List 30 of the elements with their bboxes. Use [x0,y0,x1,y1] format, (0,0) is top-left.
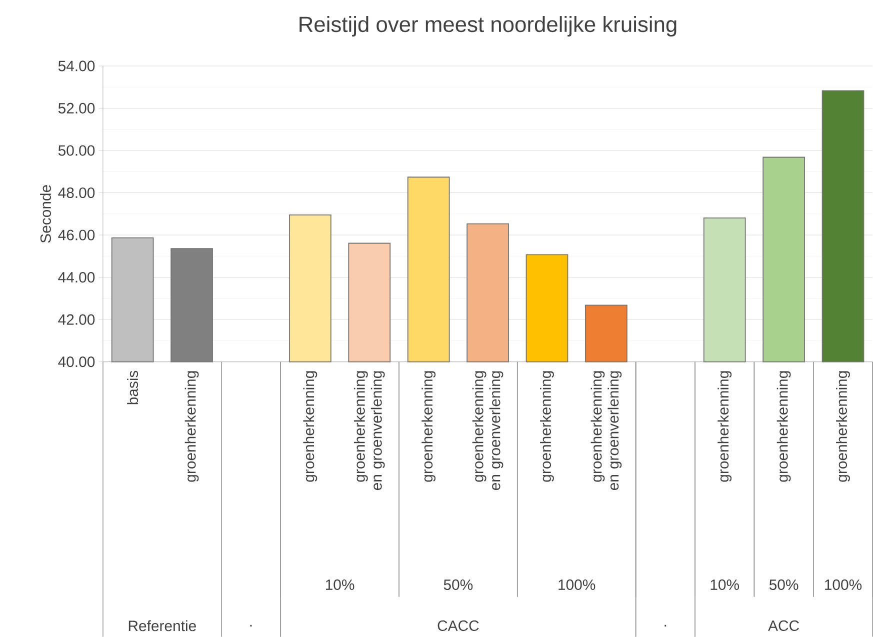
text: . [250,624,252,626]
text: 100% [825,579,862,590]
y-tick-label: 54.00 [58,60,95,72]
y-tick-label: 48.00 [58,187,95,198]
x-tick-label: groenherkenning [540,371,554,482]
y-tick-label: 44.00 [58,272,95,283]
y-tick-label: 52.00 [58,102,95,114]
chart-title: Reistijd over meest noordelijke kruising [300,16,676,36]
x-tick-label: groenherkenning [184,371,199,482]
x-tick-label: groenherkenning [776,371,791,482]
text: ACC [768,620,799,631]
text: 50% [444,579,473,590]
text: Referentie [128,620,196,632]
x-tick-label: basis [127,370,138,404]
x-tick-label: groenherkenning [422,371,436,482]
text: . [664,624,666,626]
text: CACC [438,620,479,631]
x-tick-label: groenherkenning en groenverlening [354,371,385,490]
y-tick-label: 40.00 [58,356,95,368]
text: 10% [326,579,354,590]
x-tick-label: groenherkenning [836,371,850,482]
y-tick-label: 46.00 [58,230,95,240]
y-tick-label: 42.00 [58,314,95,325]
text: 100% [558,579,596,590]
y-axis-title: Seconde [40,185,51,243]
x-tick-label: groenherkenning [718,371,732,482]
text: 10% [710,579,739,590]
y-tick-label: 50.00 [58,145,95,156]
x-tick-label: groenherkenning [303,371,318,482]
text: 50% [769,579,798,590]
